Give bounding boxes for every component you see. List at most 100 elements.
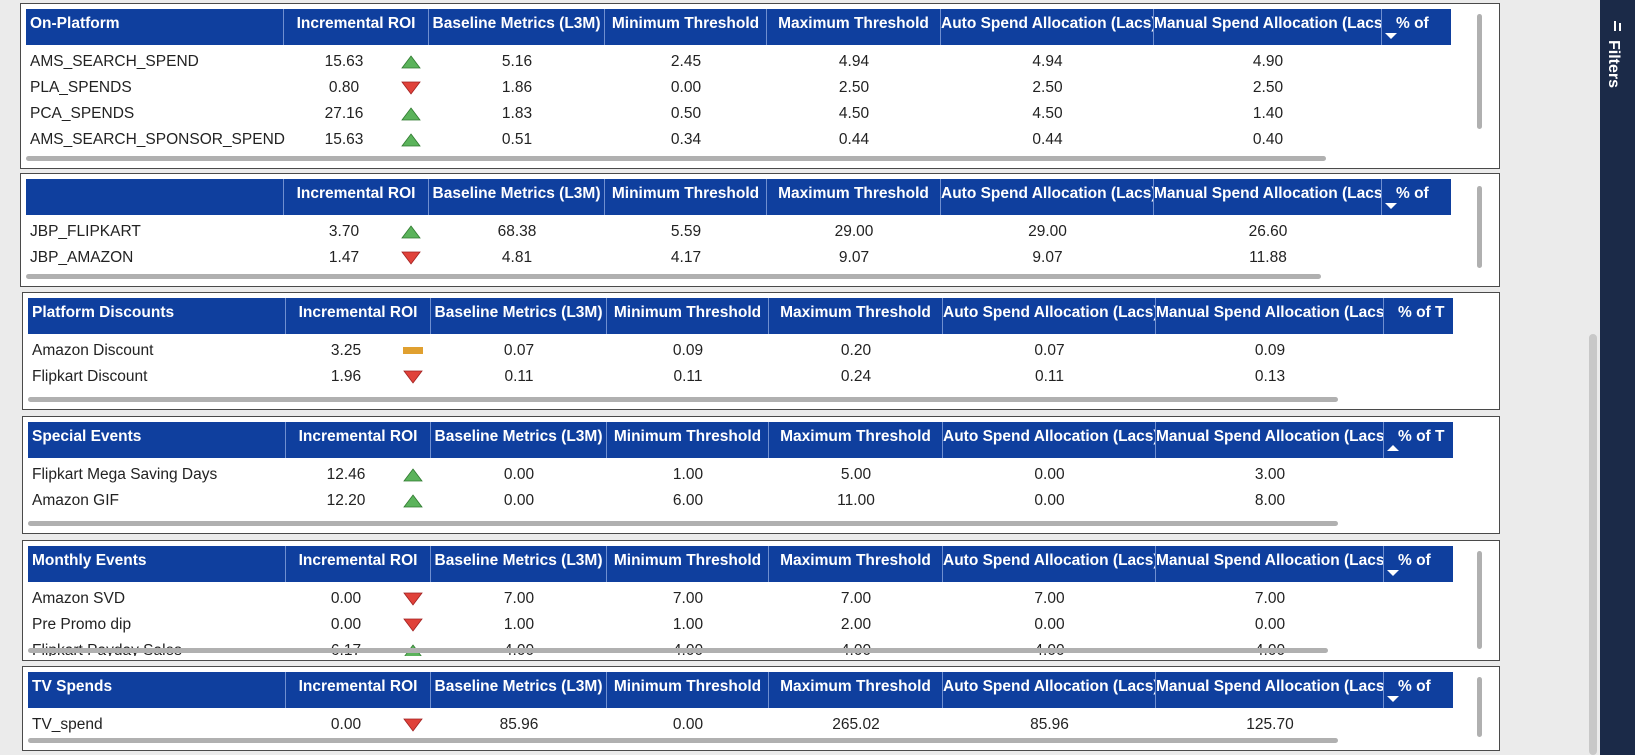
filters-toggle[interactable]: Filters — [1600, 0, 1635, 100]
column-header-percent[interactable]: % of — [1396, 15, 1429, 32]
table: Monthly Events Incremental ROI Baseline Me… — [28, 546, 1453, 656]
cell-baseline: 0.00 — [503, 466, 535, 483]
column-header-manual[interactable]: Manual Spend Allocation (Lacs) — [1156, 546, 1384, 582]
cell-manual: 4.90 — [1252, 53, 1284, 70]
cell-min: 0.34 — [670, 131, 702, 148]
column-header-auto[interactable]: Auto Spend Allocation (Lacs) — [941, 179, 1154, 215]
sort-descending-icon[interactable] — [1385, 33, 1397, 39]
horizontal-scrollbar[interactable] — [26, 156, 1326, 161]
column-header-max[interactable]: Maximum Threshold — [769, 422, 943, 458]
trend-up-icon — [403, 494, 423, 508]
sort-descending-icon[interactable] — [1387, 570, 1399, 576]
table-row[interactable]: AMS_SEARCH_SPONSOR_SPEND 15.63 0.51 0.34 0.4… — [26, 127, 1451, 153]
table-row[interactable]: JBP_AMAZON 1.47 4.81 4.17 9.07 9.07 11.88 — [26, 245, 1451, 271]
trend-down-icon — [401, 81, 421, 95]
column-header-roi[interactable]: Incremental ROI — [286, 298, 431, 334]
column-header-roi[interactable]: Incremental ROI — [284, 179, 429, 215]
column-header-manual[interactable]: Manual Spend Allocation (Lacs) — [1154, 179, 1382, 215]
cell-name: TV_spend — [32, 716, 103, 733]
table-row[interactable]: TV_spend 0.00 85.96 0.00 265.02 85.96 125.70 — [28, 712, 1453, 738]
column-header-baseline[interactable]: Baseline Metrics (L3M) — [431, 546, 607, 582]
table-row[interactable]: Pre Promo dip 0.00 1.00 1.00 2.00 0.00 0.00 — [28, 612, 1453, 638]
column-header-percent[interactable]: % of T — [1398, 304, 1445, 321]
column-header-min[interactable]: Minimum Threshold — [605, 9, 767, 45]
table-row[interactable]: PLA_SPENDS 0.80 1.86 0.00 2.50 2.50 2.50 — [26, 75, 1451, 101]
column-header-min[interactable]: Minimum Threshold — [607, 546, 769, 582]
column-header-max[interactable]: Maximum Threshold — [767, 179, 941, 215]
cell-auto: 0.00 — [1034, 466, 1065, 483]
table-row[interactable]: PCA_SPENDS 27.16 1.83 0.50 4.50 4.50 1.40 — [26, 101, 1451, 127]
sort-ascending-icon[interactable] — [1387, 445, 1399, 451]
sort-descending-icon[interactable] — [1385, 203, 1397, 209]
cell-auto: 7.00 — [1034, 590, 1065, 607]
cell-roi: 0.00 — [330, 616, 362, 633]
column-header-max[interactable]: Maximum Threshold — [769, 546, 943, 582]
column-header-percent[interactable]: % of T — [1398, 428, 1445, 445]
table-row[interactable]: Flipkart Mega Saving Days 12.46 0.00 1.00 5.… — [28, 462, 1453, 488]
table-row[interactable]: JBP_FLIPKART 3.70 68.38 5.59 29.00 29.00 26.60 — [26, 219, 1451, 245]
sort-descending-icon[interactable] — [1387, 696, 1399, 702]
vertical-scrollbar[interactable] — [1477, 186, 1482, 268]
column-header-auto[interactable]: Auto Spend Allocation (Lacs) — [943, 546, 1156, 582]
table-row[interactable]: Amazon GIF 12.20 0.00 6.00 11.00 0.00 8.00 — [28, 488, 1453, 514]
table-title: On-Platform — [26, 9, 284, 45]
vertical-scrollbar[interactable] — [1477, 677, 1482, 737]
column-header-roi[interactable]: Incremental ROI — [286, 422, 431, 458]
table-row[interactable]: Flipkart Discount 1.96 0.11 0.11 0.24 0.11 0.1… — [28, 364, 1453, 390]
column-header-baseline[interactable]: Baseline Metrics (L3M) — [431, 672, 607, 708]
cell-auto: 0.44 — [1032, 131, 1063, 148]
column-header-roi[interactable]: Incremental ROI — [286, 546, 431, 582]
cell-name: Flipkart Mega Saving Days — [32, 466, 218, 483]
horizontal-scrollbar[interactable] — [26, 274, 1321, 279]
horizontal-scrollbar[interactable] — [28, 648, 1328, 653]
cell-max: 0.44 — [838, 131, 870, 148]
column-header-auto[interactable]: Auto Spend Allocation (Lacs) — [943, 298, 1156, 334]
table-panel: Special Events Incremental ROI Baseline Me… — [22, 416, 1500, 534]
cell-name: JBP_AMAZON — [30, 249, 134, 266]
table: Platform Discounts Incremental ROI Baselin… — [28, 298, 1453, 406]
cell-auto: 9.07 — [1032, 249, 1063, 266]
column-header-baseline[interactable]: Baseline Metrics (L3M) — [431, 422, 607, 458]
table-row[interactable]: Amazon SVD 0.00 7.00 7.00 7.00 7.00 7.00 — [28, 586, 1453, 612]
column-header-max[interactable]: Maximum Threshold — [769, 298, 943, 334]
column-header-percent[interactable]: % of — [1398, 552, 1431, 569]
column-header-auto[interactable]: Auto Spend Allocation (Lacs) — [943, 672, 1156, 708]
cell-name: Amazon GIF — [32, 492, 119, 509]
cell-min: 0.50 — [670, 105, 702, 122]
horizontal-scrollbar[interactable] — [28, 738, 1338, 743]
column-header-percent[interactable]: % of — [1396, 185, 1429, 202]
column-header-percent[interactable]: % of — [1398, 678, 1431, 695]
column-header-min[interactable]: Minimum Threshold — [607, 672, 769, 708]
table-row[interactable]: Amazon Discount 3.25 0.07 0.09 0.20 0.07 0.09 — [28, 338, 1453, 364]
page-vertical-scrollbar[interactable] — [1589, 334, 1597, 755]
horizontal-scrollbar[interactable] — [28, 521, 1338, 526]
column-header-min[interactable]: Minimum Threshold — [607, 422, 769, 458]
filters-pane[interactable]: Filters — [1600, 0, 1635, 755]
column-header-baseline[interactable]: Baseline Metrics (L3M) — [429, 179, 605, 215]
cell-max: 4.94 — [838, 53, 870, 70]
cell-roi: 0.80 — [328, 79, 360, 96]
table-row[interactable]: Flipkart Payday Sales6.174.004.004.004.0… — [28, 638, 1453, 656]
column-header-manual[interactable]: Manual Spend Allocation (Lacs) — [1156, 298, 1384, 334]
column-header-roi[interactable]: Incremental ROI — [284, 9, 429, 45]
column-header-auto[interactable]: Auto Spend Allocation (Lacs) — [943, 422, 1156, 458]
cell-manual: 2.50 — [1252, 79, 1284, 96]
cell-baseline: 4.00 — [431, 638, 607, 656]
column-header-baseline[interactable]: Baseline Metrics (L3M) — [431, 298, 607, 334]
column-header-min[interactable]: Minimum Threshold — [605, 179, 767, 215]
column-header-manual[interactable]: Manual Spend Allocation (Lacs) — [1156, 422, 1384, 458]
column-header-max[interactable]: Maximum Threshold — [769, 672, 943, 708]
column-header-manual[interactable]: Manual Spend Allocation (Lacs) — [1156, 672, 1384, 708]
column-header-roi[interactable]: Incremental ROI — [286, 672, 431, 708]
cell-name: PCA_SPENDS — [30, 105, 135, 122]
column-header-manual[interactable]: Manual Spend Allocation (Lacs) — [1154, 9, 1382, 45]
horizontal-scrollbar[interactable] — [28, 397, 1338, 402]
trend-flat-icon — [403, 347, 423, 354]
column-header-min[interactable]: Minimum Threshold — [607, 298, 769, 334]
column-header-baseline[interactable]: Baseline Metrics (L3M) — [429, 9, 605, 45]
vertical-scrollbar[interactable] — [1477, 551, 1482, 649]
table-row[interactable]: AMS_SEARCH_SPEND 15.63 5.16 2.45 4.94 4.94 4.9… — [26, 49, 1451, 75]
column-header-max[interactable]: Maximum Threshold — [767, 9, 941, 45]
column-header-auto[interactable]: Auto Spend Allocation (Lacs) — [941, 9, 1154, 45]
vertical-scrollbar[interactable] — [1477, 14, 1482, 129]
